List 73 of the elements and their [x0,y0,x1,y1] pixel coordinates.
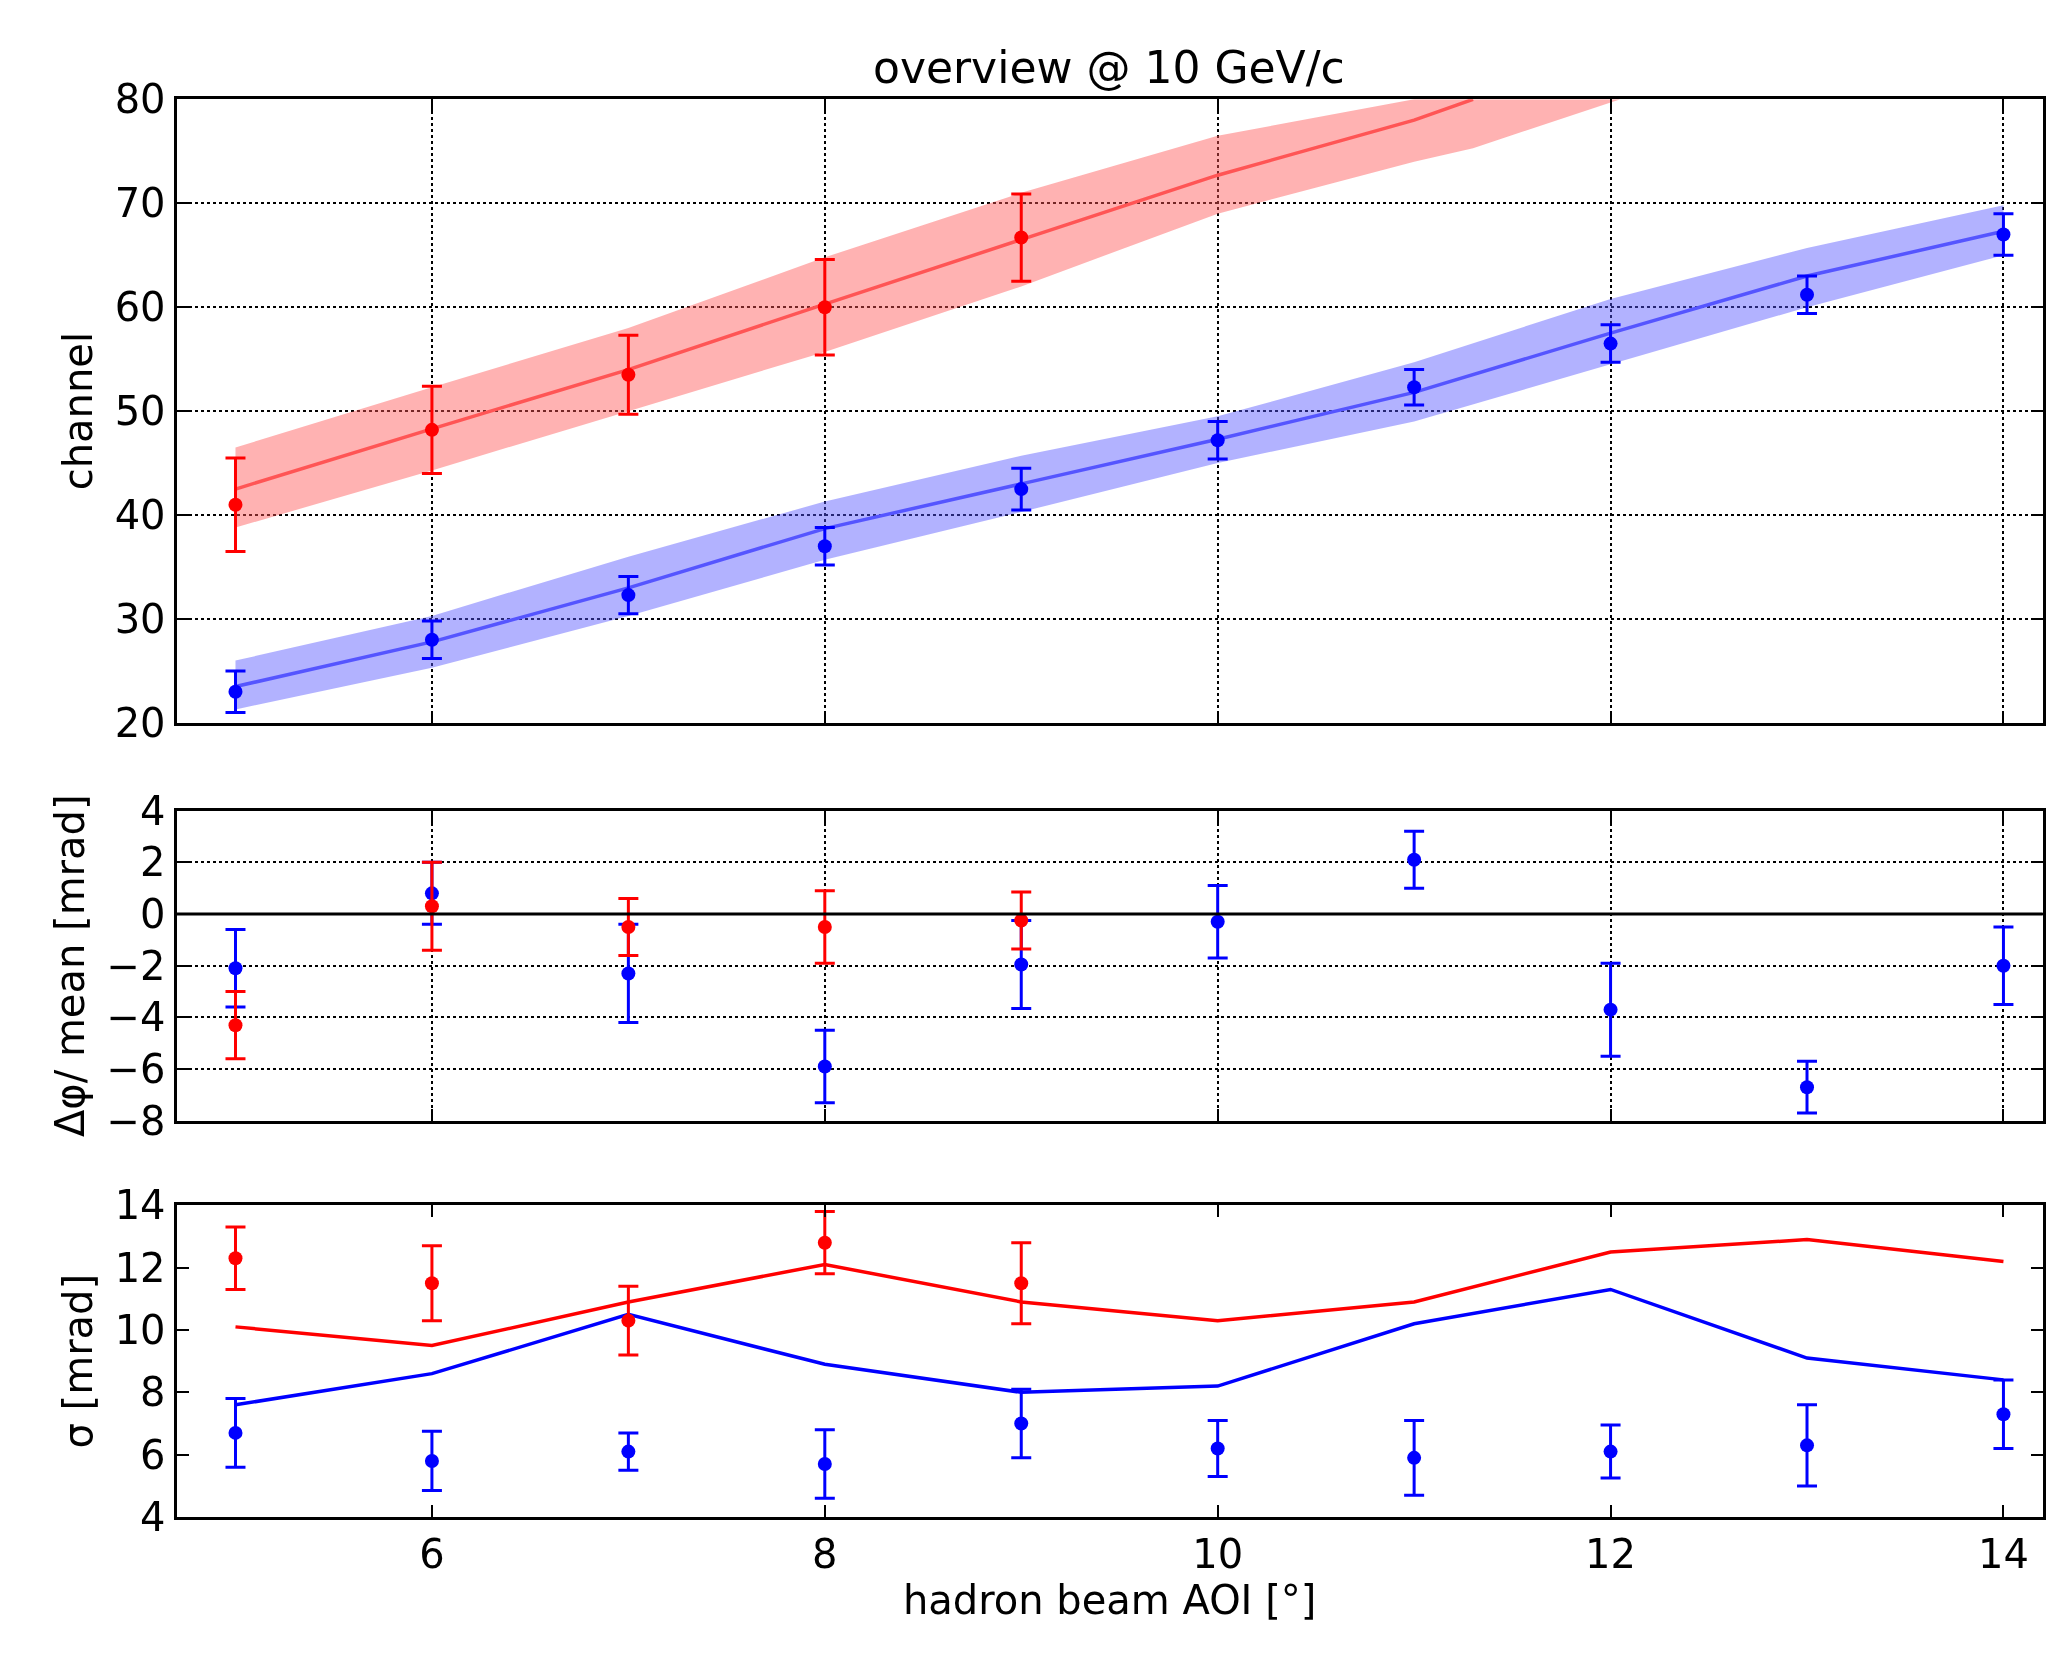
point [1996,958,2011,973]
point [621,1313,636,1328]
point [817,539,832,554]
y-tick-label: −2 [106,942,166,989]
y-tick-label: −8 [106,1097,166,1144]
y-tick-label: 4 [140,787,166,834]
point [228,1425,243,1440]
y-tick-label: 2 [140,839,166,886]
x-tick-label: 8 [812,1531,838,1578]
point [817,919,832,934]
point [1210,433,1225,448]
point [1407,380,1422,395]
y-axis-title: σ [mrad] [55,1273,102,1449]
y-tick-label: 30 [114,596,166,643]
point [1996,1407,2011,1422]
y-axis-title: channel [55,332,102,491]
y-tick-label: 8 [140,1369,166,1416]
y-tick-label: −6 [106,1046,166,1093]
point [621,1444,636,1459]
x-tick-label: 14 [1977,1531,2029,1578]
x-tick-label: 10 [1192,1531,1244,1578]
point [1603,336,1618,351]
y-tick-label: 40 [114,492,166,539]
x-tick-label: 6 [419,1531,445,1578]
x-axis-title: hadron beam AOI [°] [902,1577,1317,1624]
point [1603,1002,1618,1017]
y-tick-label: 80 [114,76,166,123]
point [228,497,243,512]
point [228,1251,243,1266]
y-tick-label: 10 [114,1306,166,1353]
point [228,1018,243,1033]
point [1800,1438,1815,1453]
point [1996,227,2011,242]
point [1800,287,1815,302]
point [817,300,832,315]
point [621,966,636,981]
y-tick-label: 60 [114,284,166,331]
x-tick-label: 12 [1585,1531,1637,1578]
point [1014,957,1029,972]
y-tick-label: 70 [114,180,166,227]
point [1603,1444,1618,1459]
y-tick-label: 4 [140,1494,166,1541]
chart-title: overview @ 10 GeV/c [873,42,1345,93]
point [228,961,243,976]
point [1014,1416,1029,1431]
point [621,367,636,382]
point [424,1276,439,1291]
point [1800,1080,1815,1095]
point [228,684,243,699]
y-tick-label: 12 [114,1244,166,1291]
point [817,1457,832,1472]
point [621,919,636,934]
point [1014,230,1029,245]
y-axis-title: Δφ/ mean [mrad] [47,794,94,1138]
point [1014,1276,1029,1291]
y-tick-label: 0 [140,891,166,938]
point [1407,852,1422,867]
y-tick-label: −4 [106,994,166,1041]
point [1407,1450,1422,1465]
point [424,899,439,914]
y-tick-label: 50 [114,388,166,435]
point [424,422,439,437]
point [1014,482,1029,497]
y-tick-label: 6 [140,1431,166,1478]
y-tick-label: 20 [114,699,166,746]
point [621,588,636,603]
point [1210,1441,1225,1456]
y-tick-label: 14 [114,1182,166,1229]
point [817,1235,832,1250]
point [424,632,439,647]
point [1210,914,1225,929]
point [424,1453,439,1468]
point [817,1059,832,1074]
